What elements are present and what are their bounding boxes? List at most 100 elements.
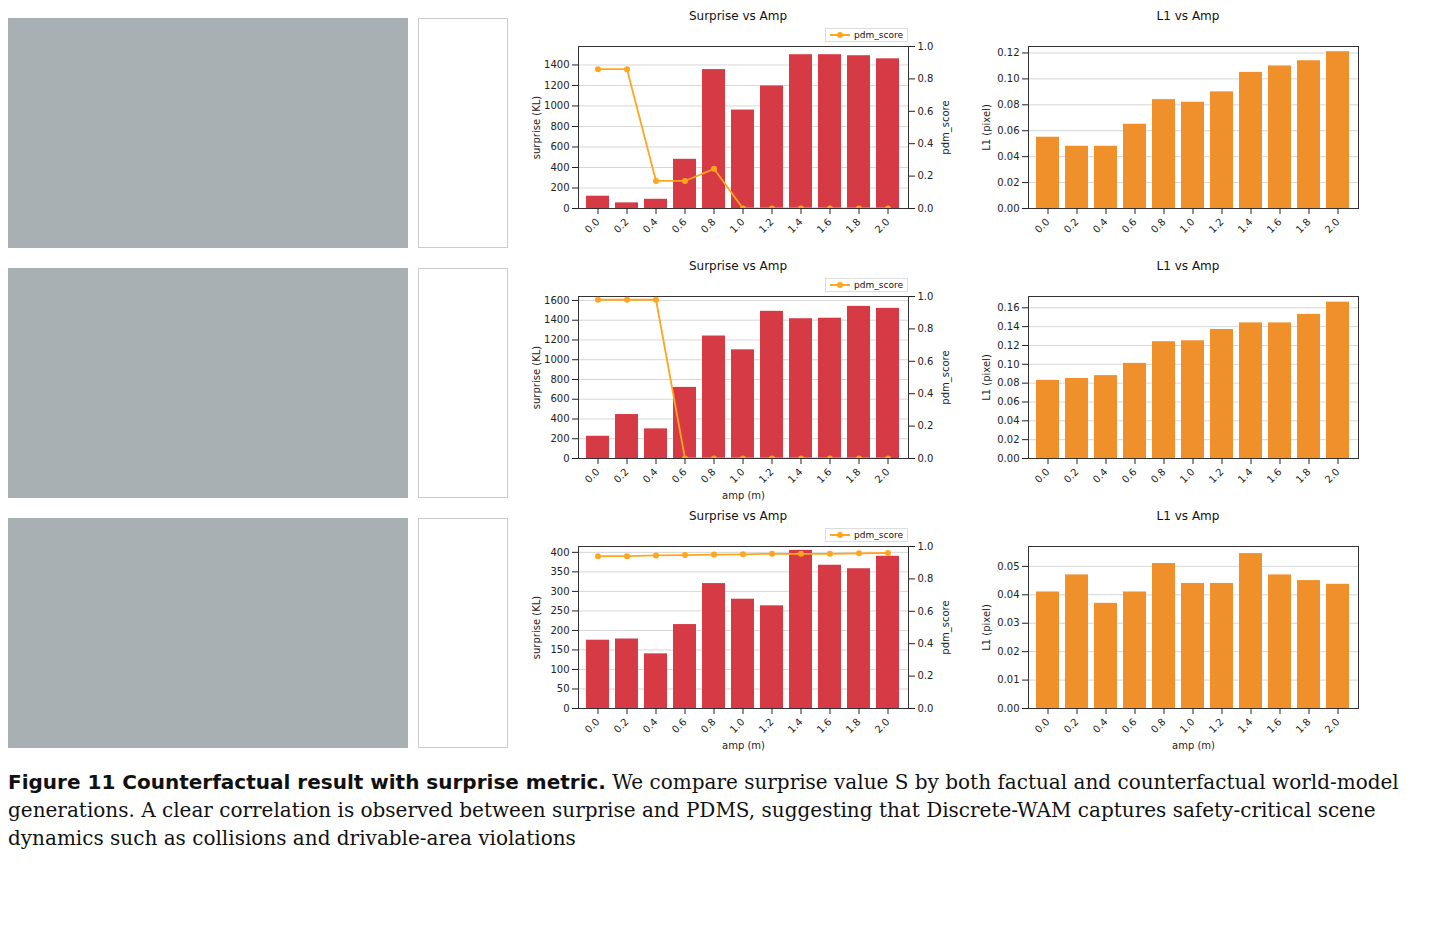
svg-text:0.02: 0.02	[997, 177, 1019, 188]
svg-text:surprise (KL): surprise (KL)	[531, 346, 542, 409]
svg-text:1.6: 1.6	[815, 716, 834, 735]
svg-text:1000: 1000	[544, 100, 569, 111]
svg-text:0: 0	[563, 453, 569, 464]
svg-text:0.0: 0.0	[918, 703, 934, 714]
svg-text:250: 250	[550, 605, 569, 616]
svg-text:1.2: 1.2	[757, 216, 776, 235]
svg-text:800: 800	[550, 374, 569, 385]
svg-text:0.8: 0.8	[699, 716, 718, 735]
svg-text:0.2: 0.2	[918, 420, 934, 431]
svg-text:1.6: 1.6	[1265, 716, 1284, 735]
svg-text:0.02: 0.02	[997, 434, 1019, 445]
svg-text:0.08: 0.08	[997, 99, 1019, 110]
svg-text:1.6: 1.6	[1265, 216, 1284, 235]
svg-text:0.2: 0.2	[612, 466, 631, 485]
svg-text:1.6: 1.6	[1265, 466, 1284, 485]
svg-text:1000: 1000	[544, 354, 569, 365]
svg-text:1.6: 1.6	[815, 466, 834, 485]
svg-text:0.8: 0.8	[918, 73, 934, 84]
svg-text:1.0: 1.0	[1178, 466, 1197, 485]
svg-text:0.4: 0.4	[1091, 216, 1110, 235]
svg-text:L1 (pixel): L1 (pixel)	[981, 604, 992, 651]
svg-text:100: 100	[550, 664, 569, 675]
svg-text:0.12: 0.12	[997, 47, 1019, 58]
svg-text:0.6: 0.6	[670, 216, 689, 235]
svg-text:400: 400	[550, 413, 569, 424]
svg-text:0.16: 0.16	[997, 302, 1019, 313]
svg-text:0.0: 0.0	[1033, 716, 1052, 735]
svg-text:0.4: 0.4	[641, 466, 660, 485]
svg-text:0.00: 0.00	[997, 703, 1019, 714]
svg-text:0.0: 0.0	[918, 453, 934, 464]
svg-text:0.2: 0.2	[918, 670, 934, 681]
svg-text:1.0: 1.0	[918, 541, 934, 552]
svg-text:0.05: 0.05	[997, 561, 1019, 572]
svg-text:0.0: 0.0	[583, 216, 602, 235]
svg-text:1400: 1400	[544, 59, 569, 70]
svg-text:0.01: 0.01	[997, 674, 1019, 685]
svg-text:0.8: 0.8	[699, 216, 718, 235]
svg-text:0.10: 0.10	[997, 359, 1019, 370]
svg-text:surprise (KL): surprise (KL)	[531, 596, 542, 659]
svg-text:150: 150	[550, 644, 569, 655]
svg-text:0.0: 0.0	[583, 466, 602, 485]
svg-text:1.8: 1.8	[1294, 466, 1313, 485]
svg-text:L1 (pixel): L1 (pixel)	[981, 104, 992, 151]
svg-text:0: 0	[563, 703, 569, 714]
svg-text:0.6: 0.6	[918, 106, 934, 117]
svg-text:0.02: 0.02	[997, 646, 1019, 657]
svg-text:1200: 1200	[544, 80, 569, 91]
svg-text:0.08: 0.08	[997, 377, 1019, 388]
svg-text:0.2: 0.2	[1062, 716, 1081, 735]
svg-text:1.8: 1.8	[844, 216, 863, 235]
svg-text:L1 (pixel): L1 (pixel)	[981, 354, 992, 401]
svg-text:1.8: 1.8	[1294, 716, 1313, 735]
svg-text:0.2: 0.2	[612, 216, 631, 235]
svg-text:0.6: 0.6	[1120, 466, 1139, 485]
svg-text:1.8: 1.8	[844, 466, 863, 485]
svg-text:1.2: 1.2	[757, 466, 776, 485]
svg-text:pdm_score: pdm_score	[940, 100, 952, 154]
svg-text:0.8: 0.8	[1149, 716, 1168, 735]
svg-text:0.0: 0.0	[583, 716, 602, 735]
svg-text:pdm_score: pdm_score	[940, 350, 952, 404]
svg-text:1.2: 1.2	[1207, 466, 1226, 485]
svg-text:1400: 1400	[544, 314, 569, 325]
svg-text:amp (m): amp (m)	[722, 490, 765, 501]
svg-text:2.0: 2.0	[1323, 716, 1342, 735]
svg-text:0.8: 0.8	[1149, 216, 1168, 235]
svg-text:350: 350	[550, 566, 569, 577]
svg-text:1.0: 1.0	[728, 716, 747, 735]
svg-text:pdm_score: pdm_score	[940, 600, 952, 654]
svg-text:1.4: 1.4	[786, 216, 805, 235]
svg-text:0.00: 0.00	[997, 203, 1019, 214]
svg-text:0.4: 0.4	[918, 138, 934, 149]
svg-text:surprise (KL): surprise (KL)	[531, 96, 542, 159]
svg-text:1.4: 1.4	[786, 466, 805, 485]
svg-text:1.0: 1.0	[728, 216, 747, 235]
svg-text:0.8: 0.8	[699, 466, 718, 485]
svg-text:0.4: 0.4	[918, 638, 934, 649]
svg-text:1.4: 1.4	[786, 716, 805, 735]
svg-text:0.4: 0.4	[918, 388, 934, 399]
svg-text:0.4: 0.4	[1091, 466, 1110, 485]
svg-text:1.8: 1.8	[844, 716, 863, 735]
svg-text:0.2: 0.2	[918, 170, 934, 181]
svg-text:0.12: 0.12	[997, 340, 1019, 351]
svg-text:0.14: 0.14	[997, 321, 1019, 332]
svg-text:200: 200	[550, 433, 569, 444]
svg-text:1.2: 1.2	[1207, 216, 1226, 235]
svg-text:400: 400	[550, 547, 569, 558]
svg-text:1.4: 1.4	[1236, 466, 1255, 485]
svg-text:0.0: 0.0	[1033, 466, 1052, 485]
svg-text:0.06: 0.06	[997, 396, 1019, 407]
svg-text:0.6: 0.6	[670, 466, 689, 485]
svg-text:400: 400	[550, 162, 569, 173]
svg-text:1.2: 1.2	[757, 716, 776, 735]
svg-text:0.2: 0.2	[1062, 216, 1081, 235]
svg-text:800: 800	[550, 121, 569, 132]
svg-text:1.4: 1.4	[1236, 216, 1255, 235]
svg-text:amp (m): amp (m)	[1172, 740, 1215, 751]
svg-text:0: 0	[563, 203, 569, 214]
svg-text:0.4: 0.4	[1091, 716, 1110, 735]
